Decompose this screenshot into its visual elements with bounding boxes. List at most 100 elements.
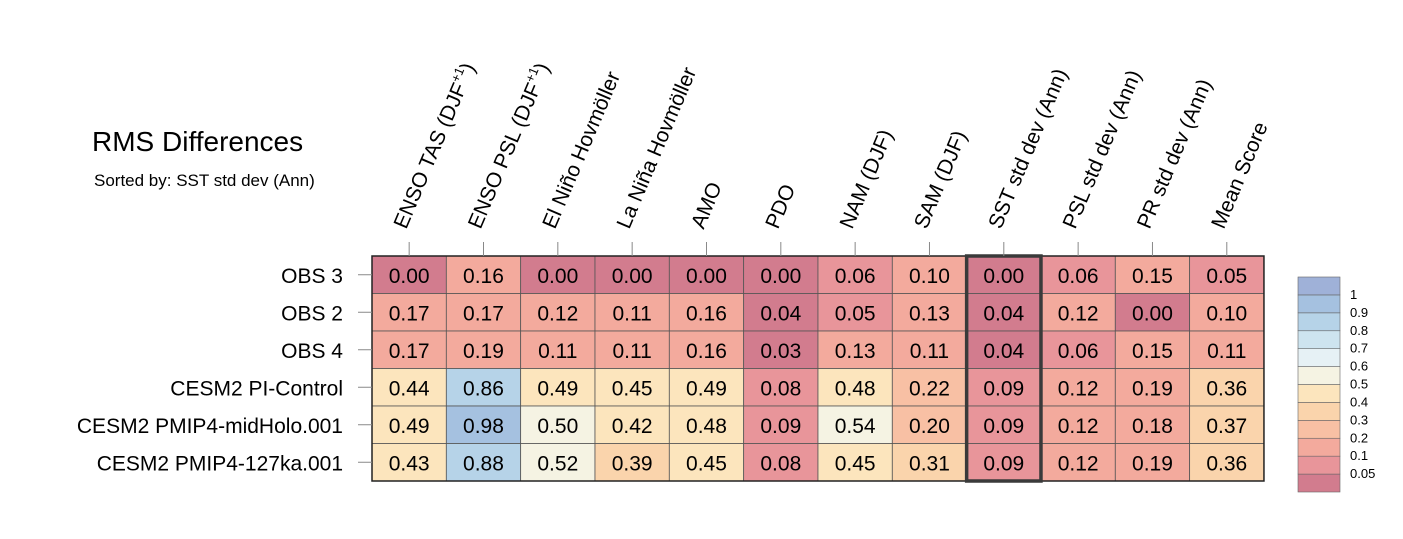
row-label: CESM2 PMIP4-midHolo.001 [77, 415, 343, 438]
cell-value-label: 0.00 [537, 265, 578, 288]
colorbar-segment [1297, 402, 1341, 421]
cell-value-label: 0.31 [909, 452, 950, 475]
colorbar-segment [1297, 420, 1341, 439]
cell-value-label: 0.16 [686, 302, 727, 325]
cell-value-label: 0.15 [1132, 265, 1173, 288]
cell-value-label: 0.54 [835, 415, 876, 438]
cell-value-label: 0.11 [538, 340, 577, 363]
cell-value-label: 0.19 [463, 340, 504, 363]
cell-value-label: 0.06 [1058, 265, 1099, 288]
cell-value-label: 0.00 [760, 265, 801, 288]
cell-value-label: 0.19 [1132, 452, 1173, 475]
heatmap-cell [371, 443, 447, 482]
colorbar-tick-label: 0.5 [1350, 377, 1368, 392]
colorbar-segment [1297, 384, 1341, 403]
column-label: NAM (DJF) [836, 126, 898, 232]
cell-value-label: 0.19 [1132, 377, 1173, 400]
cell-value-label: 0.04 [983, 340, 1024, 363]
heatmap-cell [594, 405, 670, 444]
heatmap-cell [668, 330, 745, 369]
column-label: ENSO TAS (DJF+1) [387, 58, 480, 231]
heatmap-cell [445, 293, 522, 332]
cell-value-label: 0.45 [835, 452, 876, 475]
colorbar-segment [1297, 276, 1341, 296]
heatmap-cell [371, 255, 447, 294]
cell-value-label: 0.10 [1206, 302, 1247, 325]
column-label: La Niña Hovmöller [613, 64, 702, 232]
heatmap-cell [891, 405, 968, 444]
colorbar-tick-label: 0.3 [1350, 412, 1368, 427]
heatmap-cell [1114, 405, 1191, 444]
cell-value-label: 0.03 [760, 340, 801, 363]
column-label: Mean Score [1207, 119, 1272, 232]
cell-value-label: 0.52 [537, 452, 578, 475]
heatmap-cell [1189, 443, 1265, 482]
cell-value-label: 0.17 [389, 302, 430, 325]
heatmap-cell [966, 405, 1042, 444]
colorbar-tick-label: 0.8 [1350, 323, 1368, 338]
heatmap-cell [520, 293, 596, 332]
cell-value-label: 0.50 [537, 415, 578, 438]
cell-value-label: 0.08 [760, 452, 801, 475]
colorbar-segment [1297, 330, 1341, 349]
cell-value-label: 0.00 [389, 265, 430, 288]
colorbar-segment [1297, 348, 1341, 367]
heatmap-cell [520, 405, 596, 444]
heatmap-cell [966, 330, 1042, 369]
cell-value-label: 0.37 [1206, 415, 1247, 438]
heatmap-cell [520, 368, 596, 407]
colorbar-tick-label: 0.1 [1350, 448, 1368, 463]
heatmap-cell [371, 368, 447, 407]
row-label: CESM2 PMIP4-127ka.001 [97, 452, 343, 475]
cell-value-label: 0.00 [1132, 302, 1173, 325]
heatmap-cell [1114, 330, 1191, 369]
column-label: SST std dev (Ann) [984, 65, 1072, 232]
heatmap-cell [594, 443, 670, 482]
cell-value-label: 0.18 [1132, 415, 1173, 438]
chart-title: RMS Differences [92, 126, 304, 157]
cell-value-label: 0.16 [463, 265, 504, 288]
heatmap-cell [1040, 330, 1116, 369]
heatmap-cell [594, 293, 670, 332]
cell-value-label: 0.20 [909, 415, 950, 438]
heatmap-cell [891, 330, 968, 369]
heatmap-cell [817, 255, 893, 294]
colorbar-segment [1297, 294, 1341, 314]
chart-subtitle: Sorted by: SST std dev (Ann) [94, 171, 315, 190]
heatmap-cell [445, 443, 522, 482]
heatmap-cell [817, 330, 893, 369]
heatmap-cell [817, 443, 893, 482]
heatmap-cell [1040, 293, 1116, 332]
heatmap-cell [743, 293, 819, 332]
cell-value-label: 0.09 [983, 452, 1024, 475]
cell-value-label: 0.48 [835, 377, 876, 400]
cell-value-label: 0.36 [1206, 377, 1247, 400]
cell-value-label: 0.04 [983, 302, 1024, 325]
colorbar-tick-label: 0.7 [1350, 341, 1368, 356]
colorbar-tick-label: 0.05 [1350, 466, 1375, 481]
heatmap-border [371, 255, 1265, 482]
cell-value-label: 0.48 [686, 415, 727, 438]
colorbar-tick-label: 0.4 [1350, 394, 1368, 409]
heatmap-cell [966, 443, 1042, 482]
cell-value-label: 0.86 [463, 377, 504, 400]
cell-value-label: 0.11 [1207, 340, 1246, 363]
cell-value-label: 0.36 [1206, 452, 1247, 475]
cell-value-label: 0.15 [1132, 340, 1173, 363]
cell-value-label: 0.16 [686, 340, 727, 363]
cell-value-label: 0.11 [612, 340, 651, 363]
column-label: PSL std dev (Ann) [1059, 67, 1146, 232]
cell-value-label: 0.13 [835, 340, 876, 363]
column-label: PDO [761, 181, 800, 232]
colorbar-segment [1297, 366, 1341, 385]
row-label: OBS 3 [281, 265, 343, 288]
heatmap-cell [1040, 368, 1116, 407]
cell-value-label: 0.45 [686, 452, 727, 475]
heatmap-cell [1189, 368, 1265, 407]
cell-value-label: 0.12 [1058, 452, 1099, 475]
heatmap-cell [668, 443, 745, 482]
cell-value-label: 0.12 [1058, 377, 1099, 400]
cell-value-label: 0.12 [1058, 415, 1099, 438]
row-label: CESM2 PI-Control [170, 377, 343, 400]
